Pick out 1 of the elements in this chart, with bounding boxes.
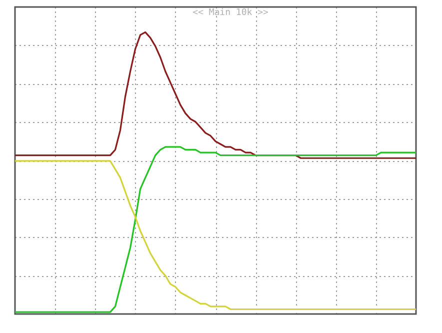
text: << Main 10k >> <box>192 8 270 18</box>
